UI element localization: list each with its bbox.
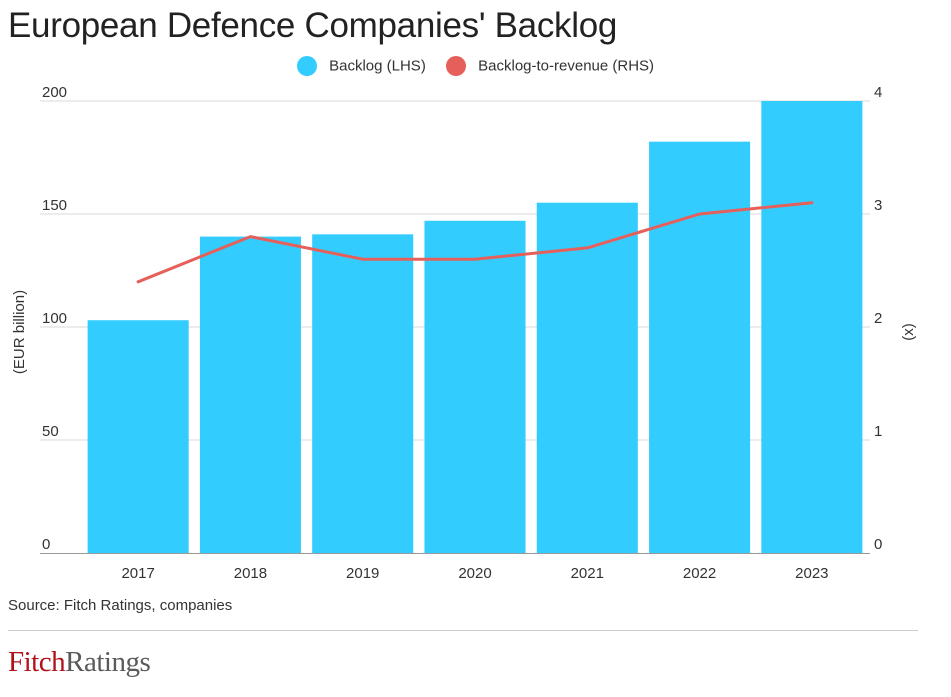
x-tick-label: 2020 [458,565,491,582]
y-right-axis-label: (x) [900,323,917,341]
legend: Backlog (LHS) Backlog-to-revenue (RHS) [0,56,951,76]
x-tick-label: 2017 [121,565,154,582]
legend-label-backlog: Backlog (LHS) [329,57,426,75]
y-right-tick-label: 1 [874,423,882,440]
y-left-tick-label: 200 [42,84,67,101]
bar[interactable] [761,101,863,553]
fitch-ratings-logo: FitchRatings [8,646,151,679]
logo-fitch-text: Fitch [8,646,66,678]
logo-ratings-text: Ratings [65,646,151,678]
legend-label-backlog-to-revenue: Backlog-to-revenue (RHS) [478,57,655,75]
x-tick-label: 2019 [346,565,379,582]
y-left-tick-label: 50 [42,423,59,440]
source-note: Source: Fitch Ratings, companies [8,597,233,614]
legend-swatch-backlog-to-revenue [445,56,466,76]
x-tick-label: 2023 [795,565,828,582]
y-right-tick-label: 3 [874,197,882,214]
x-tick-label: 2022 [683,565,716,582]
legend-item-backlog-to-revenue[interactable]: Backlog-to-revenue (RHS) [445,56,655,76]
bar[interactable] [424,220,526,553]
bar[interactable] [199,236,301,553]
legend-item-backlog[interactable]: Backlog (LHS) [296,56,426,76]
chart-title: European Defence Companies' Backlog [8,6,618,45]
y-right-tick-label: 0 [874,536,882,553]
y-left-tick-label: 100 [42,310,67,327]
x-tick-label: 2021 [571,565,604,582]
chart-area: 0 50 100 150 200 0 1 2 3 4 2017 2018 2019 2020 2021 202… [11,84,917,582]
bar[interactable] [649,141,751,553]
x-tick-label: 2018 [234,565,267,582]
footer-divider [8,630,918,631]
y-left-tick-label: 0 [42,536,50,553]
bar[interactable] [536,202,638,553]
y-left-axis-label: (EUR billion) [11,290,28,374]
y-right-tick-label: 2 [874,310,882,327]
series-line-backlog-to-revenue[interactable] [136,201,814,284]
y-right-tick-label: 4 [874,84,882,101]
y-left-tick-label: 150 [42,197,67,214]
legend-swatch-backlog [296,56,317,76]
bar[interactable] [87,320,189,553]
bar[interactable] [312,234,414,553]
